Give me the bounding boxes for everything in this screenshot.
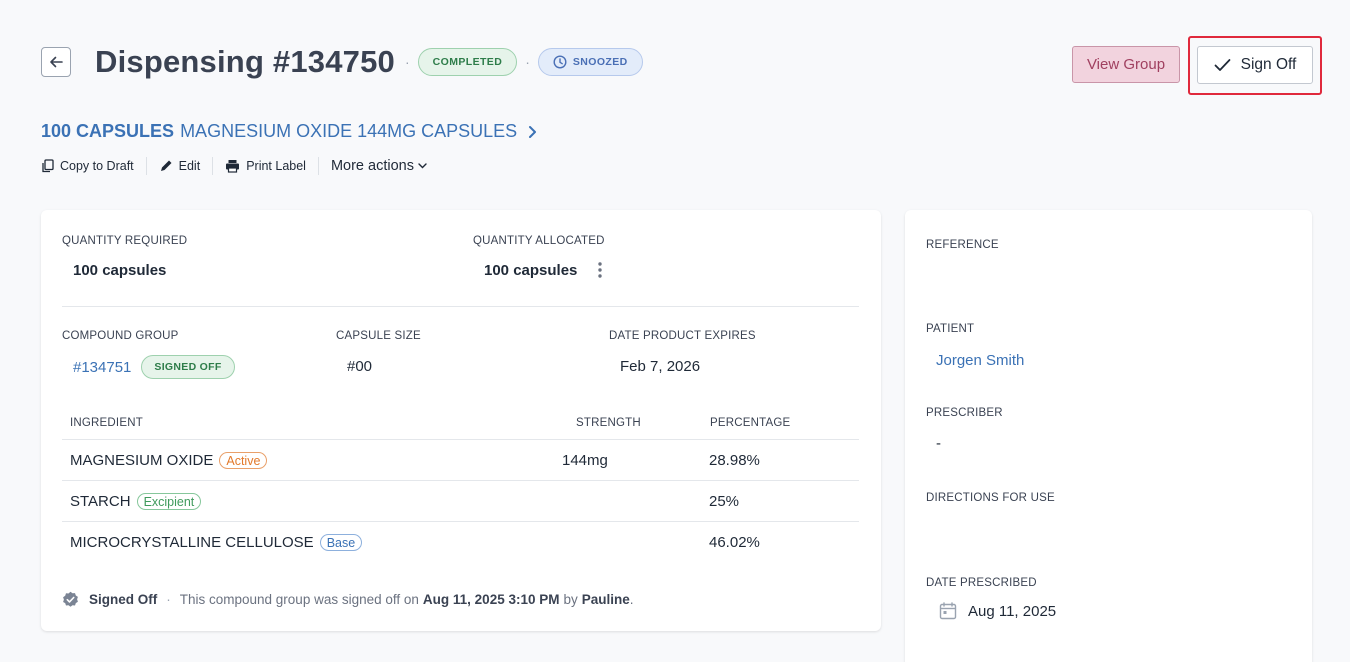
clock-icon [553, 55, 567, 69]
capsule-size-label: CAPSULE SIZE [336, 330, 421, 342]
arrow-left-icon [50, 56, 63, 68]
action-divider [212, 157, 214, 175]
sign-off-end: . [629, 592, 634, 607]
back-button[interactable] [41, 47, 71, 77]
sign-off-button[interactable]: Sign Off [1197, 46, 1313, 84]
date-prescribed-label: DATE PRESCRIBED [926, 577, 1037, 589]
edit-label: Edit [178, 159, 201, 173]
compound-group-status-badge: SIGNED OFF [141, 355, 235, 379]
ingredient-role-tag: Base [319, 534, 363, 551]
table-row: STARCH Excipient 25% [62, 480, 859, 521]
page-header: Dispensing #134750 · COMPLETED · SNOOZED [41, 44, 643, 80]
table-row: MAGNESIUM OXIDE Active 144mg 28.98% [62, 439, 859, 480]
ingredient-cell: MICROCRYSTALLINE CELLULOSE Base [70, 534, 363, 551]
date-prescribed-value: Aug 11, 2025 [968, 602, 1057, 620]
view-group-button[interactable]: View Group [1072, 46, 1180, 83]
prescriber-value: - [936, 435, 941, 452]
snoozed-badge-label: SNOOZED [572, 56, 628, 68]
copy-to-draft-button[interactable]: Copy to Draft [41, 159, 134, 173]
percentage-cell: 25% [709, 493, 740, 510]
ingredient-name: STARCH [70, 493, 131, 510]
ingredient-name: MICROCRYSTALLINE CELLULOSE [70, 534, 314, 551]
signed-off-label: Signed Off [89, 592, 158, 607]
status-badge-label: COMPLETED [432, 56, 503, 68]
compound-group-value-row: #134751 SIGNED OFF [73, 355, 235, 379]
percentage-cell: 28.98% [709, 452, 760, 469]
action-divider [317, 157, 319, 175]
strength-header: STRENGTH [576, 417, 641, 429]
print-label-button[interactable]: Print Label [225, 159, 306, 173]
status-badge: COMPLETED [417, 48, 518, 76]
percentage-cell: 46.02% [709, 534, 760, 551]
edit-button[interactable]: Edit [159, 159, 201, 173]
patient-label: PATIENT [926, 323, 975, 335]
capsule-size-value: #00 [347, 358, 373, 375]
sign-off-highlight: Sign Off [1188, 36, 1322, 95]
page-title: Dispensing #134750 [95, 44, 395, 79]
more-actions-label: More actions [330, 158, 414, 174]
section-divider [62, 306, 859, 307]
separator-dot: · [404, 54, 410, 70]
reference-label: REFERENCE [926, 239, 999, 251]
ingredient-cell: STARCH Excipient [70, 493, 202, 510]
table-row: MICROCRYSTALLINE CELLULOSE Base 46.02% [62, 521, 859, 562]
chevron-down-icon [418, 163, 427, 169]
ingredient-role-tag: Excipient [136, 493, 202, 510]
strength-cell: 144mg [562, 452, 608, 469]
quantity-allocated-menu-button[interactable] [594, 259, 606, 281]
check-icon [1214, 59, 1231, 71]
actions-bar: Copy to Draft Edit Print Label More acti… [41, 157, 427, 175]
copy-icon [42, 159, 54, 173]
copy-to-draft-label: Copy to Draft [60, 159, 134, 173]
quantity-required-label: QUANTITY REQUIRED [62, 235, 188, 247]
sign-off-by: by [563, 592, 578, 607]
ingredient-header: INGREDIENT [70, 417, 143, 429]
quantity-allocated-value: 100 capsules [484, 262, 578, 279]
calendar-icon [939, 602, 957, 620]
prescriber-label: PRESCRIBER [926, 407, 1003, 419]
sign-off-label: Sign Off [1240, 56, 1297, 73]
snoozed-badge[interactable]: SNOOZED [537, 48, 643, 76]
expiry-date-value: Feb 7, 2026 [620, 358, 701, 375]
sign-off-datetime: Aug 11, 2025 3:10 PM [422, 592, 560, 607]
compound-group-link[interactable]: #134751 [73, 358, 132, 376]
ingredient-name: MAGNESIUM OXIDE [70, 452, 214, 469]
ingredient-cell: MAGNESIUM OXIDE Active [70, 452, 268, 469]
more-actions-dropdown[interactable]: More actions [331, 158, 427, 174]
ingredient-role-tag: Active [219, 452, 268, 469]
separator-dot: · [166, 592, 171, 607]
expiry-date-label: DATE PRODUCT EXPIRES [609, 330, 756, 342]
separator-dot: · [525, 54, 530, 70]
kebab-menu-icon [598, 262, 602, 278]
chevron-right-icon [529, 125, 537, 138]
directions-label: DIRECTIONS FOR USE [926, 492, 1055, 504]
product-quantity: 100 CAPSULES [41, 121, 175, 141]
compound-group-label: COMPOUND GROUP [62, 330, 179, 342]
quantity-required-value: 100 capsules [73, 262, 167, 279]
date-prescribed-row: Aug 11, 2025 [939, 602, 1056, 620]
action-divider [145, 157, 147, 175]
sign-off-text: This compound group was signed off on [179, 592, 419, 607]
percentage-header: PERCENTAGE [710, 417, 791, 429]
prescription-details-card: REFERENCE PATIENT Jorgen Smith PRESCRIBE… [905, 210, 1312, 662]
sign-off-user: Pauline [581, 592, 630, 607]
verified-badge-icon [63, 591, 78, 607]
dispensing-details-card: QUANTITY REQUIRED 100 capsules QUANTITY … [41, 210, 881, 631]
printer-icon [226, 160, 240, 173]
print-label-label: Print Label [246, 159, 306, 173]
quantity-allocated-label: QUANTITY ALLOCATED [473, 235, 605, 247]
patient-link[interactable]: Jorgen Smith [936, 352, 1025, 369]
pencil-icon [160, 160, 172, 171]
product-name: MAGNESIUM OXIDE 144MG CAPSULES [180, 121, 518, 141]
product-link[interactable]: 100 CAPSULES MAGNESIUM OXIDE 144MG CAPSU… [41, 121, 539, 142]
sign-off-note: Signed Off · This compound group was sig… [62, 591, 634, 608]
